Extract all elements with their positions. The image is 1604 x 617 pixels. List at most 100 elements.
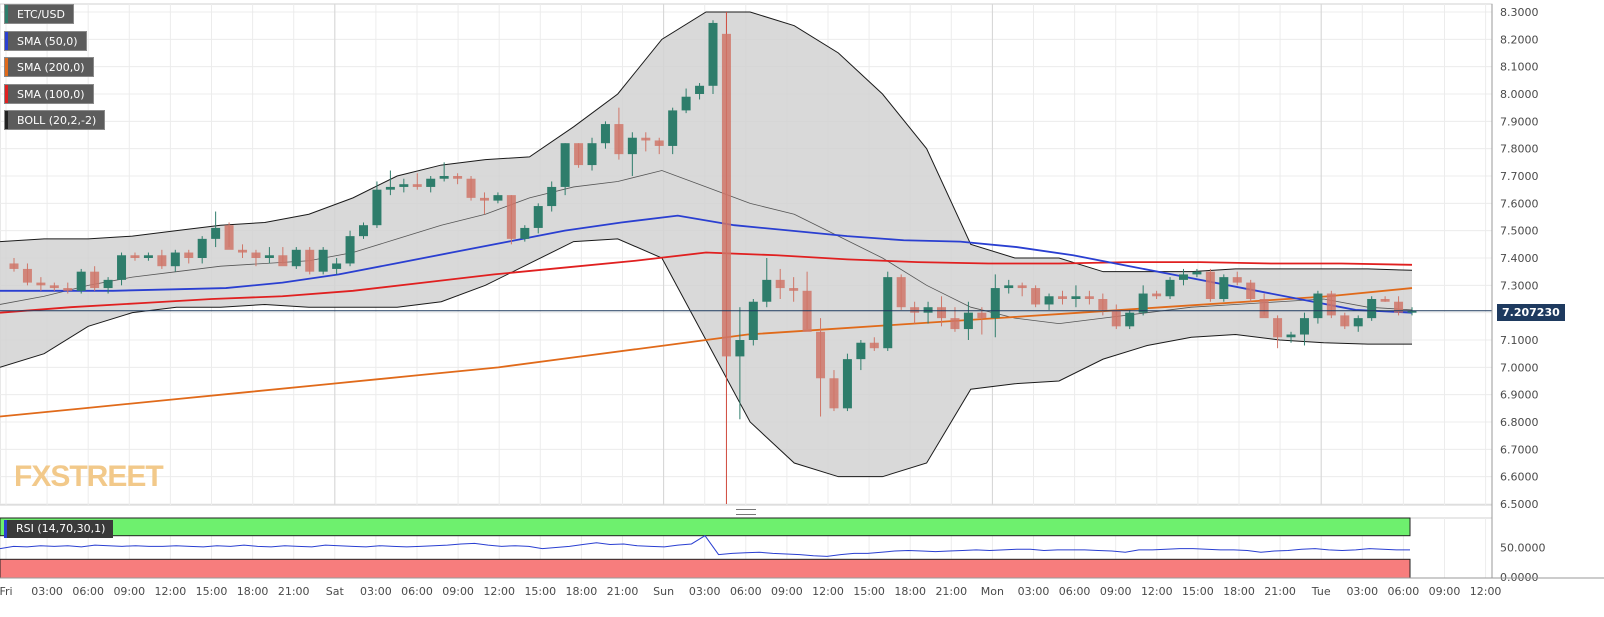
legend-item[interactable]: ETC/USD [4,4,74,24]
candle-body [1367,299,1377,319]
candle-bullish [359,222,368,239]
x-tick-label: 15:00 [853,585,885,598]
candle-bullish [1313,290,1323,324]
candle-body [1017,285,1027,289]
legend-swatch [5,5,8,23]
y-tick-label: 7.6000 [1500,197,1539,210]
candle-body [1380,299,1390,302]
x-tick-label: 03:00 [31,585,63,598]
y-tick-label: 6.7000 [1500,443,1539,456]
bollinger-middle-line [0,170,1413,325]
candle-bearish [829,370,839,412]
x-tick-label: 12:00 [1470,585,1502,598]
candle-body [641,137,651,141]
x-tick-label: 15:00 [196,585,228,598]
x-tick-label: 09:00 [1429,585,1461,598]
legend-item[interactable]: SMA (50,0) [4,30,87,51]
candle-bearish [506,195,516,245]
candle-body [170,252,180,267]
candle-body [1111,309,1121,327]
sma50-line [0,214,1413,314]
candle-bullish [1165,277,1175,299]
candle-body [708,22,718,86]
candle-body [1353,318,1363,327]
candle-body [789,288,799,291]
candle-body [1071,296,1081,299]
candle-bearish [950,307,960,332]
legend-swatch [5,58,8,76]
candle-bearish [22,263,32,286]
candle-body [76,271,86,291]
candle-body [197,238,207,258]
candle-bullish [533,203,543,234]
candle-bullish [264,247,274,264]
candle-body [426,178,436,187]
candle-body [479,197,489,201]
candle-body [977,312,987,319]
rsi-line [0,535,1410,557]
candle-bullish [735,307,745,420]
legend-label: SMA (50,0) [17,34,78,48]
x-tick-label: 18:00 [566,585,598,598]
candle-body [1273,318,1283,338]
candle-bearish [1152,290,1162,299]
candle-bullish [170,249,180,272]
candle-body [1299,318,1309,335]
rsi-y-tick-label: 50.0000 [1500,542,1546,555]
candle-body [345,236,355,264]
candle-body [950,318,960,330]
candle-bearish [466,176,476,201]
bollinger-upper-line [0,11,1413,273]
candle-bullish [681,88,691,114]
candle-bullish [1178,268,1188,286]
candle-bullish [143,252,153,261]
x-tick-label: 03:00 [689,585,721,598]
x-tick-label: Fri [0,585,13,598]
candle-body [762,279,772,302]
candle-body [264,255,274,258]
candle-bullish [547,181,557,212]
legend-item[interactable]: SMA (100,0) [4,83,94,104]
candle-body [439,176,449,179]
legend-item[interactable]: BOLL (20,2,-2) [4,110,106,130]
candle-bullish [117,252,127,286]
candle-body [802,290,812,332]
candle-body [856,342,866,360]
candle-bullish [439,162,449,182]
sma100-line [0,251,1413,314]
rsi-legend-swatch [4,520,7,538]
candle-bearish [1246,279,1256,302]
candle-body [36,282,46,286]
candle-bullish [990,274,1000,338]
y-tick-label: 6.9000 [1500,389,1539,402]
candle-body [627,137,637,155]
candle-body [1138,293,1148,313]
last-price-tag: 7.207230 [1497,304,1565,321]
y-tick-label: 7.7000 [1500,170,1539,183]
candle-bullish [1192,268,1202,278]
candle-bullish [197,236,207,264]
candle-body [103,279,113,289]
candle-bearish [224,222,234,250]
rsi-legend[interactable]: RSI (14,70,30,1) [4,520,114,538]
rsi-oversold-zone [0,558,1411,579]
candle-bullish [1125,309,1135,330]
candle-body [695,85,705,94]
pane-splitter-handle[interactable] [736,509,756,515]
legend-item[interactable]: SMA (200,0) [4,57,94,77]
candles-group [9,12,1417,504]
candle-body [385,186,395,190]
x-tick-label: 03:00 [1018,585,1050,598]
candle-bullish [1407,307,1417,316]
candle-body [1340,315,1350,327]
y-tick-label: 7.8000 [1500,143,1539,156]
candle-body [614,124,624,155]
candle-bullish [748,299,758,346]
candle-bearish [910,301,920,324]
candle-bearish [63,282,73,294]
candle-body [1313,293,1323,319]
x-tick-label: Sat [326,585,345,598]
candle-body [1031,288,1041,305]
candle-bearish [1232,271,1242,286]
